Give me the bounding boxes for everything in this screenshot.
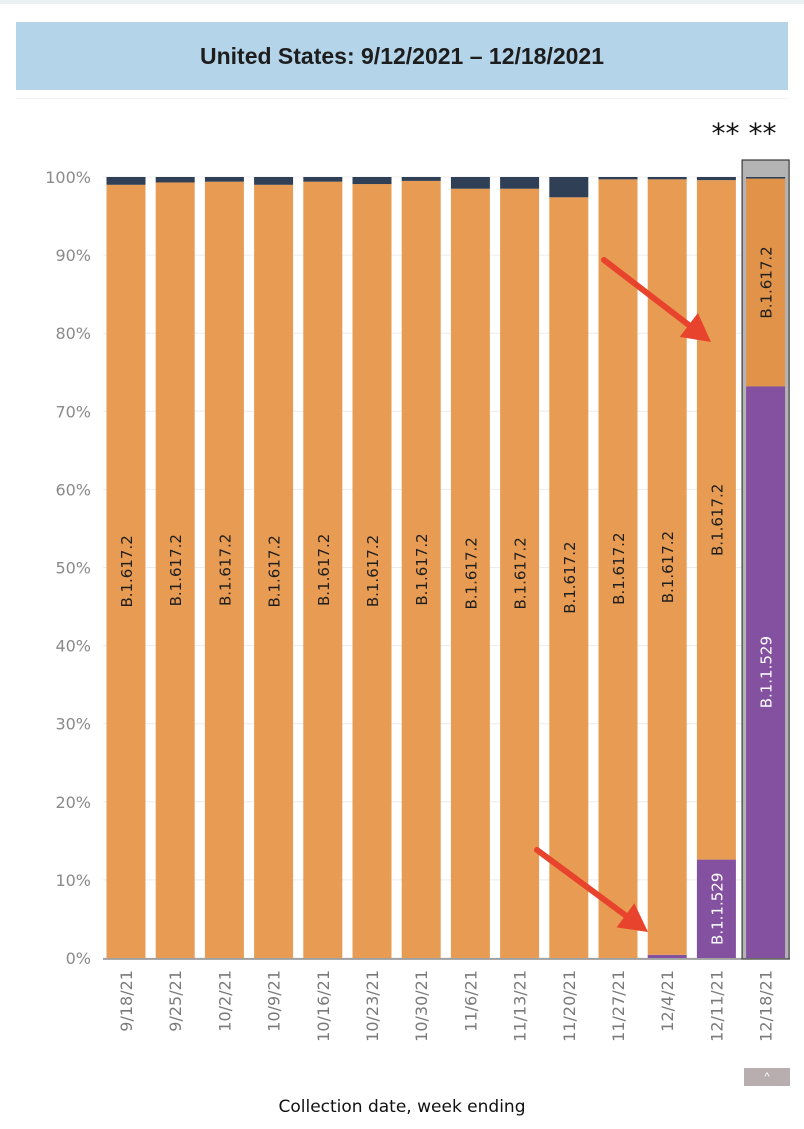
bar-segment-b-1-617-2 <box>549 197 589 958</box>
x-tick-label: 12/4/21 <box>658 970 677 1032</box>
bar-label-delta: B.1.617.2 <box>708 484 726 556</box>
bar-segment-other <box>106 177 146 185</box>
bar-label-delta: B.1.617.2 <box>413 533 431 605</box>
bar-label-delta: B.1.617.2 <box>118 535 136 607</box>
arrow-shaft <box>601 257 692 328</box>
x-tick-label: 11/13/21 <box>511 970 530 1042</box>
bar-segment-b-1-617-2 <box>155 182 195 959</box>
bar-segment-b-1-617-2 <box>598 179 638 958</box>
bar-segment-other <box>746 177 786 179</box>
y-tick-label: 70% <box>55 402 91 421</box>
y-tick-label: 100% <box>45 168 91 187</box>
bar-segment-other <box>204 177 244 182</box>
bar-label-delta: B.1.617.2 <box>216 534 234 606</box>
bar-segment-b-1-617-2 <box>106 184 146 958</box>
bar-label-delta: B.1.617.2 <box>266 535 284 607</box>
bar-label-delta: B.1.617.2 <box>462 537 480 609</box>
bar-segment-other <box>450 177 490 189</box>
note-asterisks: ** ** <box>712 117 777 150</box>
bar-segment-b-1-617-2 <box>401 180 441 958</box>
bar-segment-other <box>254 177 294 185</box>
bar-segment-other <box>401 177 441 181</box>
arrow-head <box>616 903 648 932</box>
bar-segment-other <box>155 177 195 183</box>
y-tick-label: 20% <box>55 793 91 812</box>
arrow-shaft <box>534 847 629 919</box>
x-tick-label: 12/18/21 <box>757 970 776 1042</box>
bar-label-delta: B.1.617.2 <box>315 534 333 606</box>
bar-segment-b-1-617-2 <box>450 188 490 959</box>
bar-segment-other <box>647 177 687 180</box>
bar-segment-other <box>598 177 638 180</box>
x-tick-label: 11/6/21 <box>461 970 480 1032</box>
bar-label-delta: B.1.617.2 <box>364 535 382 607</box>
bar-label-delta: B.1.617.2 <box>758 246 776 318</box>
bar-segment-other <box>696 177 736 181</box>
y-tick-label: 80% <box>55 324 91 343</box>
arrow-to-dec4-omicron <box>534 847 648 932</box>
y-tick-label: 30% <box>55 715 91 734</box>
bar-segment-other <box>500 177 540 189</box>
x-axis-title: Collection date, week ending <box>278 1097 526 1117</box>
y-tick-label: 40% <box>55 637 91 656</box>
x-tick-label: 11/20/21 <box>560 970 579 1042</box>
bar-segment-b-1-617-2 <box>500 188 540 959</box>
bar-segment-b-1-617-2 <box>352 184 392 959</box>
arrow-head <box>679 313 711 342</box>
y-tick-label: 10% <box>55 871 91 890</box>
bar-label-delta: B.1.617.2 <box>561 541 579 613</box>
bar-segment-b-1-617-2 <box>696 180 736 860</box>
bar-label-omicron: B.1.1.529 <box>758 636 776 708</box>
x-tick-label: 10/9/21 <box>265 970 284 1032</box>
x-tick-label: 10/23/21 <box>363 970 382 1042</box>
x-tick-label: 11/27/21 <box>609 970 628 1042</box>
bar-segment-b-1-1-529 <box>647 954 687 958</box>
bar-segment-b-1-617-2 <box>303 181 343 958</box>
top-border-line <box>0 0 804 4</box>
x-tick-label: 10/16/21 <box>314 970 333 1042</box>
bar-segment-other <box>352 177 392 185</box>
bar-segment-b-1-1-529 <box>746 386 786 959</box>
chart-title: United States: 9/12/2021 – 12/18/2021 <box>199 42 605 69</box>
x-tick-label: 9/25/21 <box>166 970 185 1032</box>
y-tick-label: 60% <box>55 480 91 499</box>
y-tick-label: 90% <box>55 246 91 265</box>
bar-segment-b-1-617-2 <box>204 181 244 958</box>
bar-segment-b-1-1-529 <box>696 859 736 958</box>
bar-segment-b-1-617-2 <box>746 178 786 387</box>
scroll-up-button[interactable]: ^ <box>744 1068 790 1086</box>
x-tick-label: 10/30/21 <box>412 970 431 1042</box>
x-tick-label: 9/18/21 <box>117 970 136 1032</box>
bar-segment-other <box>303 177 343 182</box>
bar-label-delta: B.1.617.2 <box>659 531 677 603</box>
bar-label-delta: B.1.617.2 <box>167 534 185 606</box>
bar-label-omicron: B.1.1.529 <box>708 873 726 945</box>
bar-segment-other <box>549 177 589 198</box>
bar-label-delta: B.1.617.2 <box>512 537 530 609</box>
title-divider <box>16 98 788 99</box>
arrow-to-dec11-delta <box>601 257 711 342</box>
y-tick-label: 0% <box>66 949 91 968</box>
y-tick-label: 50% <box>55 559 91 578</box>
chart-title-banner: United States: 9/12/2021 – 12/18/2021 <box>16 22 788 90</box>
x-tick-label: 10/2/21 <box>215 970 234 1032</box>
bar-segment-b-1-617-2 <box>254 184 294 958</box>
x-tick-label: 12/11/21 <box>707 970 726 1042</box>
bar-label-delta: B.1.617.2 <box>610 533 628 605</box>
